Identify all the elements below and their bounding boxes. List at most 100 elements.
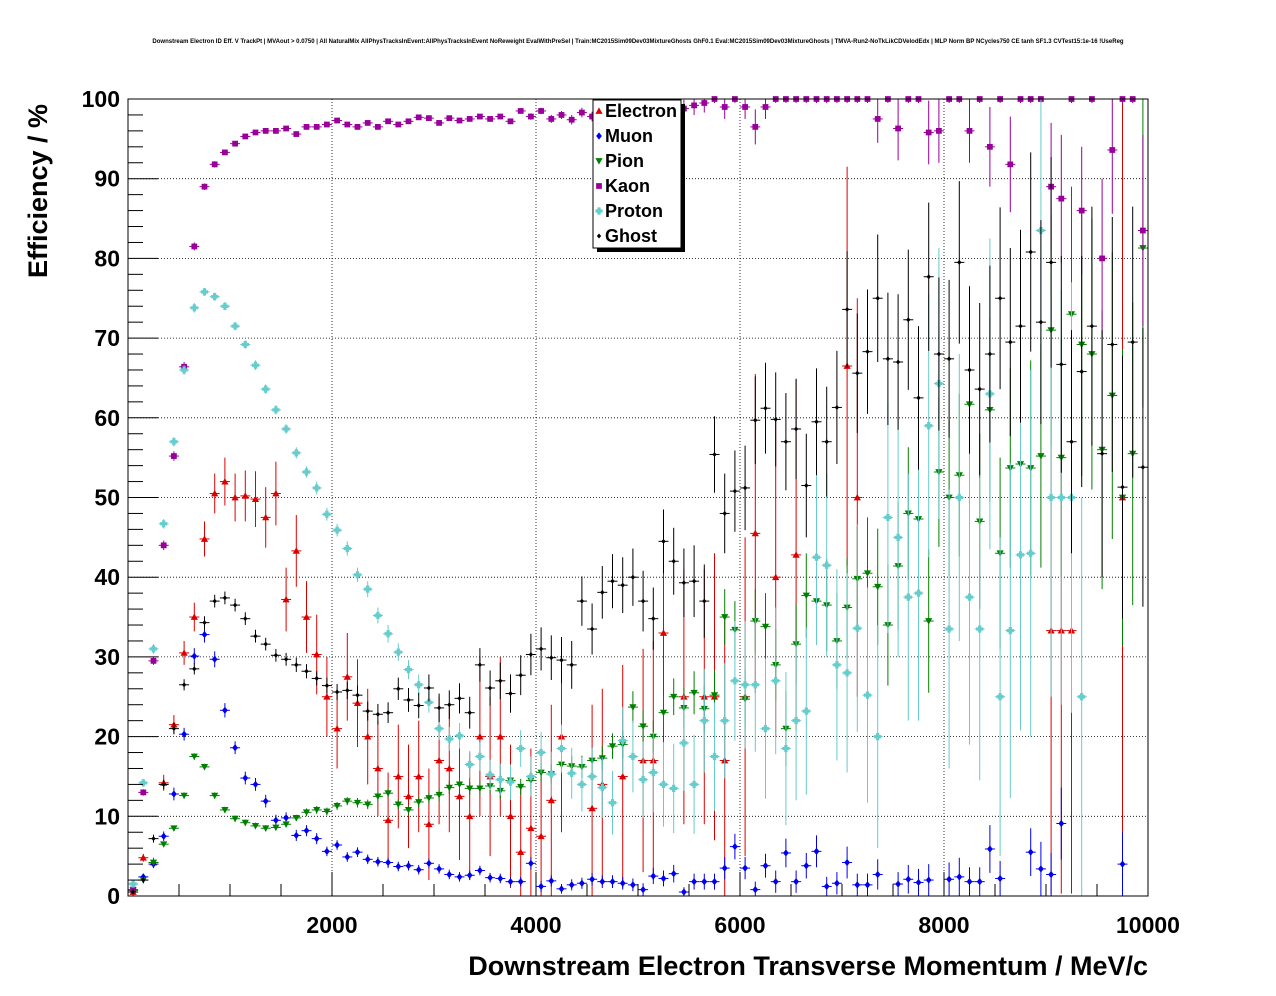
data-point bbox=[253, 633, 258, 639]
data-point bbox=[394, 801, 402, 808]
data-point bbox=[905, 875, 912, 883]
data-point bbox=[353, 571, 362, 579]
data-point bbox=[405, 118, 412, 125]
data-point bbox=[946, 875, 952, 883]
data-point bbox=[548, 877, 555, 885]
data-point bbox=[721, 614, 729, 621]
data-point bbox=[455, 792, 464, 800]
data-point bbox=[426, 115, 432, 122]
data-point bbox=[1059, 361, 1064, 367]
data-point bbox=[1027, 549, 1035, 557]
data-point bbox=[608, 799, 617, 807]
data-point bbox=[844, 306, 850, 312]
data-point bbox=[651, 616, 656, 622]
data-point bbox=[283, 814, 289, 822]
data-point bbox=[549, 655, 554, 661]
legend-box bbox=[592, 99, 682, 249]
data-point bbox=[1120, 484, 1125, 490]
data-point bbox=[1007, 161, 1014, 168]
data-point bbox=[294, 662, 299, 668]
data-point bbox=[262, 825, 270, 832]
data-point bbox=[1109, 147, 1116, 153]
data-point bbox=[579, 879, 585, 887]
data-point bbox=[242, 133, 249, 140]
data-point bbox=[874, 870, 881, 879]
data-point bbox=[925, 422, 933, 430]
data-point bbox=[855, 370, 860, 376]
data-point bbox=[375, 711, 381, 717]
data-point bbox=[1119, 860, 1126, 868]
data-point bbox=[282, 595, 290, 603]
data-point bbox=[721, 864, 728, 872]
data-point bbox=[874, 583, 882, 591]
data-point bbox=[129, 880, 137, 888]
data-point bbox=[334, 841, 340, 849]
data-point bbox=[385, 858, 391, 867]
data-point bbox=[273, 816, 279, 824]
data-point bbox=[497, 874, 504, 883]
x-tick-label: 6000 bbox=[714, 912, 765, 938]
data-point bbox=[496, 776, 504, 784]
data-point bbox=[630, 881, 636, 889]
data-point bbox=[1008, 339, 1013, 345]
data-point bbox=[364, 585, 372, 593]
data-point bbox=[466, 785, 474, 793]
data-point bbox=[620, 582, 625, 588]
data-point bbox=[313, 835, 320, 843]
data-point bbox=[384, 790, 392, 797]
legend-label-muon: Muon bbox=[605, 126, 653, 146]
data-point bbox=[660, 874, 667, 883]
y-tick-label: 100 bbox=[82, 86, 120, 112]
data-point bbox=[364, 855, 371, 863]
data-point bbox=[640, 886, 646, 894]
data-point bbox=[292, 547, 300, 554]
data-point bbox=[946, 356, 952, 362]
data-point bbox=[783, 439, 789, 445]
data-point bbox=[661, 538, 666, 544]
data-point bbox=[211, 655, 218, 663]
data-point bbox=[925, 129, 932, 136]
data-point bbox=[323, 808, 331, 816]
data-point bbox=[313, 650, 321, 658]
data-point bbox=[977, 386, 982, 392]
data-point bbox=[976, 625, 984, 633]
data-point bbox=[824, 439, 829, 445]
data-point bbox=[364, 801, 372, 808]
y-tick-label: 0 bbox=[107, 883, 120, 909]
data-point bbox=[343, 544, 351, 553]
data-point bbox=[957, 259, 962, 265]
data-point bbox=[630, 574, 636, 580]
data-point bbox=[436, 120, 442, 126]
data-point bbox=[160, 542, 167, 549]
data-point bbox=[241, 340, 249, 349]
data-point bbox=[793, 878, 799, 886]
data-point bbox=[506, 812, 515, 820]
legend-marker-proton bbox=[595, 207, 603, 215]
y-tick-label: 50 bbox=[94, 485, 120, 511]
data-point bbox=[895, 359, 901, 365]
data-point bbox=[252, 780, 259, 789]
data-point bbox=[802, 592, 810, 600]
data-point bbox=[426, 859, 432, 867]
data-point bbox=[211, 792, 219, 800]
data-point bbox=[415, 799, 423, 806]
data-point bbox=[823, 882, 830, 891]
data-point bbox=[394, 772, 402, 780]
data-point bbox=[671, 558, 676, 564]
data-point bbox=[160, 520, 168, 528]
data-point bbox=[527, 772, 535, 781]
data-point bbox=[588, 804, 596, 812]
data-point bbox=[987, 845, 993, 853]
x-axis-label: Downstream Electron Transverse Momentum … bbox=[468, 951, 1148, 981]
data-point bbox=[1028, 249, 1033, 255]
data-point bbox=[508, 691, 513, 697]
data-point bbox=[466, 871, 473, 879]
data-point bbox=[802, 707, 810, 715]
data-point bbox=[690, 689, 698, 697]
data-point bbox=[477, 866, 483, 875]
data-point bbox=[518, 672, 523, 678]
data-point bbox=[384, 630, 392, 638]
legend-label-electron: Electron bbox=[605, 101, 677, 121]
data-point bbox=[1079, 369, 1084, 375]
data-point bbox=[497, 113, 504, 120]
